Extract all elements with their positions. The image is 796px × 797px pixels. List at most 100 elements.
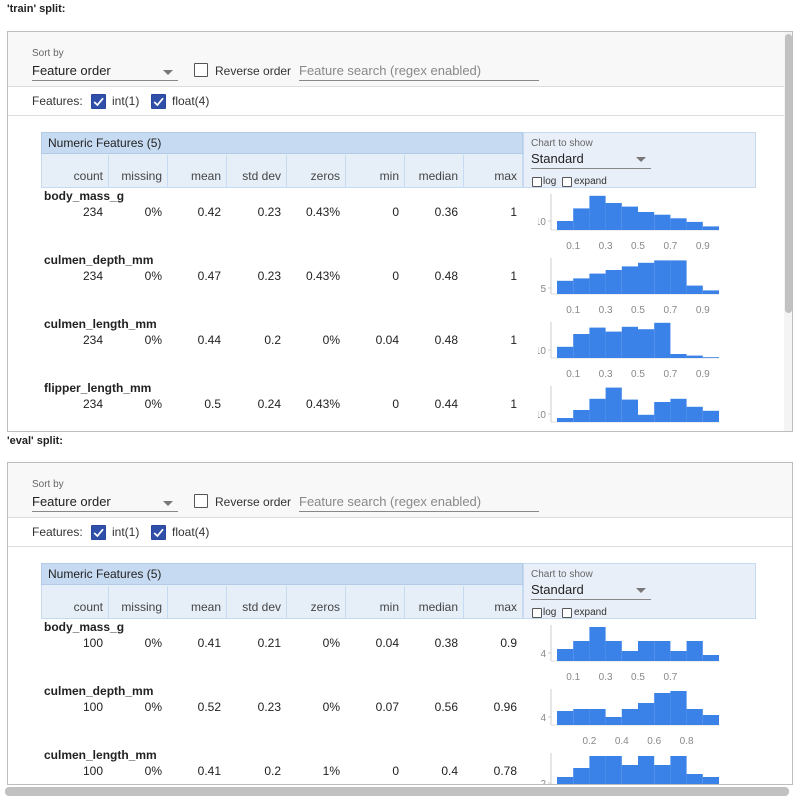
column-divider <box>108 155 109 188</box>
sort-dropdown[interactable]: Feature order <box>32 63 178 81</box>
histogram-bar <box>573 334 590 358</box>
stat-cell: 0.44 <box>197 333 221 347</box>
search-input[interactable]: Feature search (regex enabled) <box>299 63 539 81</box>
stat-cell: 100 <box>82 700 103 714</box>
x-tick-label: 0.5 <box>631 369 645 380</box>
stat-cell: 0.44 <box>434 397 458 411</box>
stat-cell: 1% <box>322 764 340 778</box>
stat-cell: 234 <box>82 205 103 219</box>
feature-type-checkbox[interactable] <box>151 525 166 540</box>
histogram-bar <box>621 326 638 358</box>
stat-cell: 0% <box>144 636 162 650</box>
log-checkbox[interactable] <box>532 177 542 187</box>
y-tick-label: 4 <box>540 649 546 660</box>
reverse-checkbox[interactable] <box>194 494 208 508</box>
column-header: missing <box>121 600 162 614</box>
stat-cell: 0.96 <box>493 700 517 714</box>
column-divider <box>404 155 405 188</box>
histogram-bar <box>654 693 671 725</box>
chart-dropdown[interactable]: Standard <box>531 582 651 600</box>
feature-type-checkbox[interactable] <box>151 94 166 109</box>
check-mark <box>93 528 104 538</box>
stat-cell: 0 <box>392 205 399 219</box>
stat-cell: 0.43% <box>305 205 340 219</box>
histogram-bar <box>670 354 687 358</box>
stat-cell: 0.24 <box>257 397 281 411</box>
stat-cell: 0% <box>144 700 162 714</box>
stat-cell: 1 <box>510 397 517 411</box>
histogram-bar <box>557 711 574 725</box>
column-header: median <box>418 600 458 614</box>
histogram-bar <box>589 756 606 784</box>
scrollbar-thumb[interactable] <box>785 34 792 313</box>
histogram-bar <box>605 641 622 661</box>
histogram-bar <box>654 402 671 422</box>
log-checkbox[interactable] <box>532 608 542 618</box>
feature-type-checkbox[interactable] <box>91 525 106 540</box>
chart-dropdown[interactable]: Standard <box>531 151 651 169</box>
stat-cell: 100 <box>82 764 103 778</box>
histogram-bar <box>702 357 719 358</box>
x-tick-label: 0.3 <box>599 672 613 683</box>
column-header: max <box>494 169 517 183</box>
histogram-bar <box>686 709 703 725</box>
x-tick-label: 0.1 <box>566 241 580 252</box>
x-tick-label: 0.7 <box>663 369 677 380</box>
x-tick-label: 0.1 <box>566 369 580 380</box>
expand-checkbox[interactable] <box>562 608 572 618</box>
column-header: std dev <box>242 600 281 614</box>
stat-cell: 0% <box>144 205 162 219</box>
x-tick-label: 0.8 <box>680 736 694 747</box>
histogram-bar <box>605 331 622 358</box>
stat-cell: 0.36 <box>434 205 458 219</box>
histogram-bar <box>557 418 574 422</box>
stat-cell: 0.52 <box>197 700 221 714</box>
dropdown-arrow <box>636 157 646 162</box>
split-label: 'train' split: <box>7 3 66 15</box>
expand-checkbox[interactable] <box>562 177 572 187</box>
horizontal-scrollbar[interactable] <box>5 787 789 796</box>
check-path <box>153 97 164 107</box>
split-label: 'eval' split: <box>7 435 63 447</box>
feature-name: body_mass_g <box>44 189 125 203</box>
section-header <box>41 132 523 154</box>
histogram-bar <box>621 399 638 422</box>
histogram-bar <box>670 398 687 422</box>
controls-band <box>8 463 792 518</box>
feature-type-checkbox[interactable] <box>91 94 106 109</box>
y-tick-label: 5 <box>540 284 546 295</box>
check-mark <box>93 97 104 107</box>
search-input[interactable]: Feature search (regex enabled) <box>299 494 539 512</box>
stat-cell: 0.47 <box>197 269 221 283</box>
check-mark <box>153 528 164 538</box>
histogram-bar <box>686 285 703 294</box>
stat-cell: 234 <box>82 269 103 283</box>
histogram-bar <box>670 260 687 294</box>
histogram-bar <box>605 387 622 422</box>
histogram-bar <box>605 203 622 230</box>
histogram-bar <box>638 329 655 358</box>
stat-cell: 0.41 <box>197 764 221 778</box>
column-divider <box>226 586 227 619</box>
chart-label: Chart to show <box>531 138 593 149</box>
column-divider <box>108 586 109 619</box>
histogram-bar <box>573 768 590 784</box>
sort-label: Sort by <box>32 479 64 490</box>
histogram: 2 <box>540 753 719 784</box>
stat-cell: 0.2 <box>264 764 281 778</box>
histogram: 10 0.1 0.3 0.5 0.7 0.9 <box>538 322 719 380</box>
x-tick-label: 0.1 <box>566 672 580 683</box>
x-tick-label: 0.3 <box>599 369 613 380</box>
column-header: min <box>379 600 399 614</box>
stat-cell: 0.5 <box>204 397 221 411</box>
sort-dropdown[interactable]: Feature order <box>32 494 178 512</box>
stat-cell: 0.43% <box>305 269 340 283</box>
histogram-bar <box>621 206 638 230</box>
reverse-checkbox[interactable] <box>194 63 208 77</box>
stat-cell: 0.78 <box>493 764 517 778</box>
column-divider <box>167 155 168 188</box>
column-divider <box>463 155 464 188</box>
stat-cell: 1 <box>510 269 517 283</box>
x-tick-label: 0.7 <box>663 672 677 683</box>
histogram-bar <box>589 709 606 725</box>
